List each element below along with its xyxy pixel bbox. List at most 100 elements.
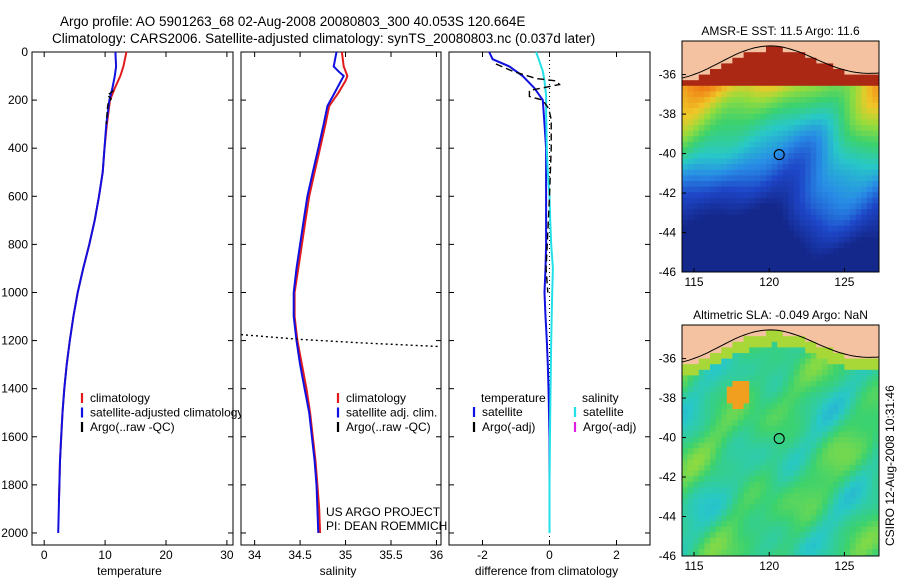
map-cell — [788, 448, 795, 455]
figure-title-line1: Argo profile: AO 5901263_68 02-Aug-2008 … — [60, 14, 525, 29]
map-cell — [799, 414, 806, 421]
map-cell — [682, 147, 688, 154]
map-cell — [816, 448, 823, 455]
depth-tick-label: 1600 — [1, 430, 28, 444]
map-cell — [738, 448, 744, 455]
map-cell — [805, 386, 812, 393]
map-cell — [687, 203, 694, 210]
map-cell — [872, 442, 879, 449]
map-cell — [738, 192, 744, 199]
map-cell — [799, 476, 806, 483]
map-cell — [866, 69, 873, 75]
map-cell — [771, 259, 778, 266]
map-cell — [855, 543, 862, 550]
map-cell — [782, 69, 789, 75]
map-cell — [838, 509, 845, 516]
map-cell — [743, 52, 750, 59]
map-cell — [850, 181, 856, 187]
map-cell — [782, 358, 789, 365]
map-cell — [777, 481, 784, 488]
map-cell — [838, 231, 845, 238]
map-cell — [715, 453, 722, 460]
map-cell — [794, 97, 800, 103]
map-cell — [827, 420, 834, 427]
map-cell — [743, 197, 750, 204]
map-cell — [698, 409, 705, 415]
map-cell — [850, 237, 856, 243]
map-cell — [866, 248, 873, 255]
map-cell — [749, 97, 756, 103]
map-cell — [693, 437, 700, 443]
map-cell — [827, 220, 834, 227]
map-cell — [833, 347, 840, 354]
map-cell — [721, 414, 728, 421]
map-cell — [738, 470, 744, 477]
map-cell — [827, 481, 834, 488]
map-cell — [810, 403, 817, 410]
map-cell — [777, 537, 784, 544]
map-cell — [788, 63, 795, 70]
map-cell — [794, 57, 800, 64]
salinity-x-tick-label: 34 — [248, 548, 262, 562]
map-cell — [838, 330, 845, 337]
map-cell — [777, 63, 784, 70]
legend-label: Argo(-adj) — [482, 420, 535, 434]
map-cell — [872, 85, 879, 92]
map-cell — [866, 57, 873, 64]
map-cell — [715, 431, 722, 438]
map-cell — [743, 259, 750, 266]
map-cell — [749, 175, 756, 182]
map-cell — [760, 330, 767, 337]
map-cell — [687, 414, 694, 421]
map-cell — [766, 442, 772, 449]
map-cell — [850, 336, 856, 343]
map-cell — [687, 325, 694, 331]
map-cell — [704, 448, 711, 455]
map-cell — [754, 85, 761, 92]
map-cell — [721, 437, 728, 443]
map-cell — [721, 164, 728, 171]
map-cell — [749, 181, 756, 187]
legend-label: satellite-adjusted climatology — [90, 406, 243, 420]
map-cell — [766, 136, 772, 143]
map-cell — [810, 102, 817, 109]
map-cell — [754, 74, 761, 81]
map-cell — [687, 537, 694, 544]
map-cell — [682, 481, 688, 488]
map-cell — [760, 504, 767, 511]
map-cell — [738, 237, 744, 243]
map-cell — [799, 375, 806, 382]
sla_map-field — [682, 325, 879, 556]
map-cell — [861, 397, 868, 404]
map-cell — [721, 63, 728, 70]
map-cell — [771, 52, 778, 59]
map-cell — [710, 259, 716, 266]
map-cell — [777, 453, 784, 460]
map-cell — [833, 369, 840, 376]
map-cell — [861, 203, 868, 210]
map-cell — [788, 147, 795, 154]
map-cell — [726, 69, 733, 75]
map-cell — [693, 521, 700, 527]
map-cell — [771, 470, 778, 477]
map-cell — [788, 470, 795, 477]
map-cell — [760, 102, 767, 109]
map-cell — [827, 181, 834, 187]
map-cell — [710, 437, 716, 443]
map-cell — [782, 265, 789, 271]
map-cell — [794, 85, 800, 92]
map-cell — [872, 325, 879, 331]
map-cell — [698, 521, 705, 527]
map-cell — [805, 74, 812, 81]
map-cell — [760, 336, 767, 343]
map-cell — [726, 448, 733, 455]
map-cell — [693, 97, 700, 103]
map-cell — [822, 91, 828, 98]
salinity-series-line-2 — [240, 333, 442, 348]
map-cell — [721, 85, 728, 92]
map-cell — [782, 386, 789, 393]
map-cell — [788, 74, 795, 81]
map-cell — [850, 521, 856, 527]
map-cell — [754, 209, 761, 215]
map-cell — [827, 431, 834, 438]
